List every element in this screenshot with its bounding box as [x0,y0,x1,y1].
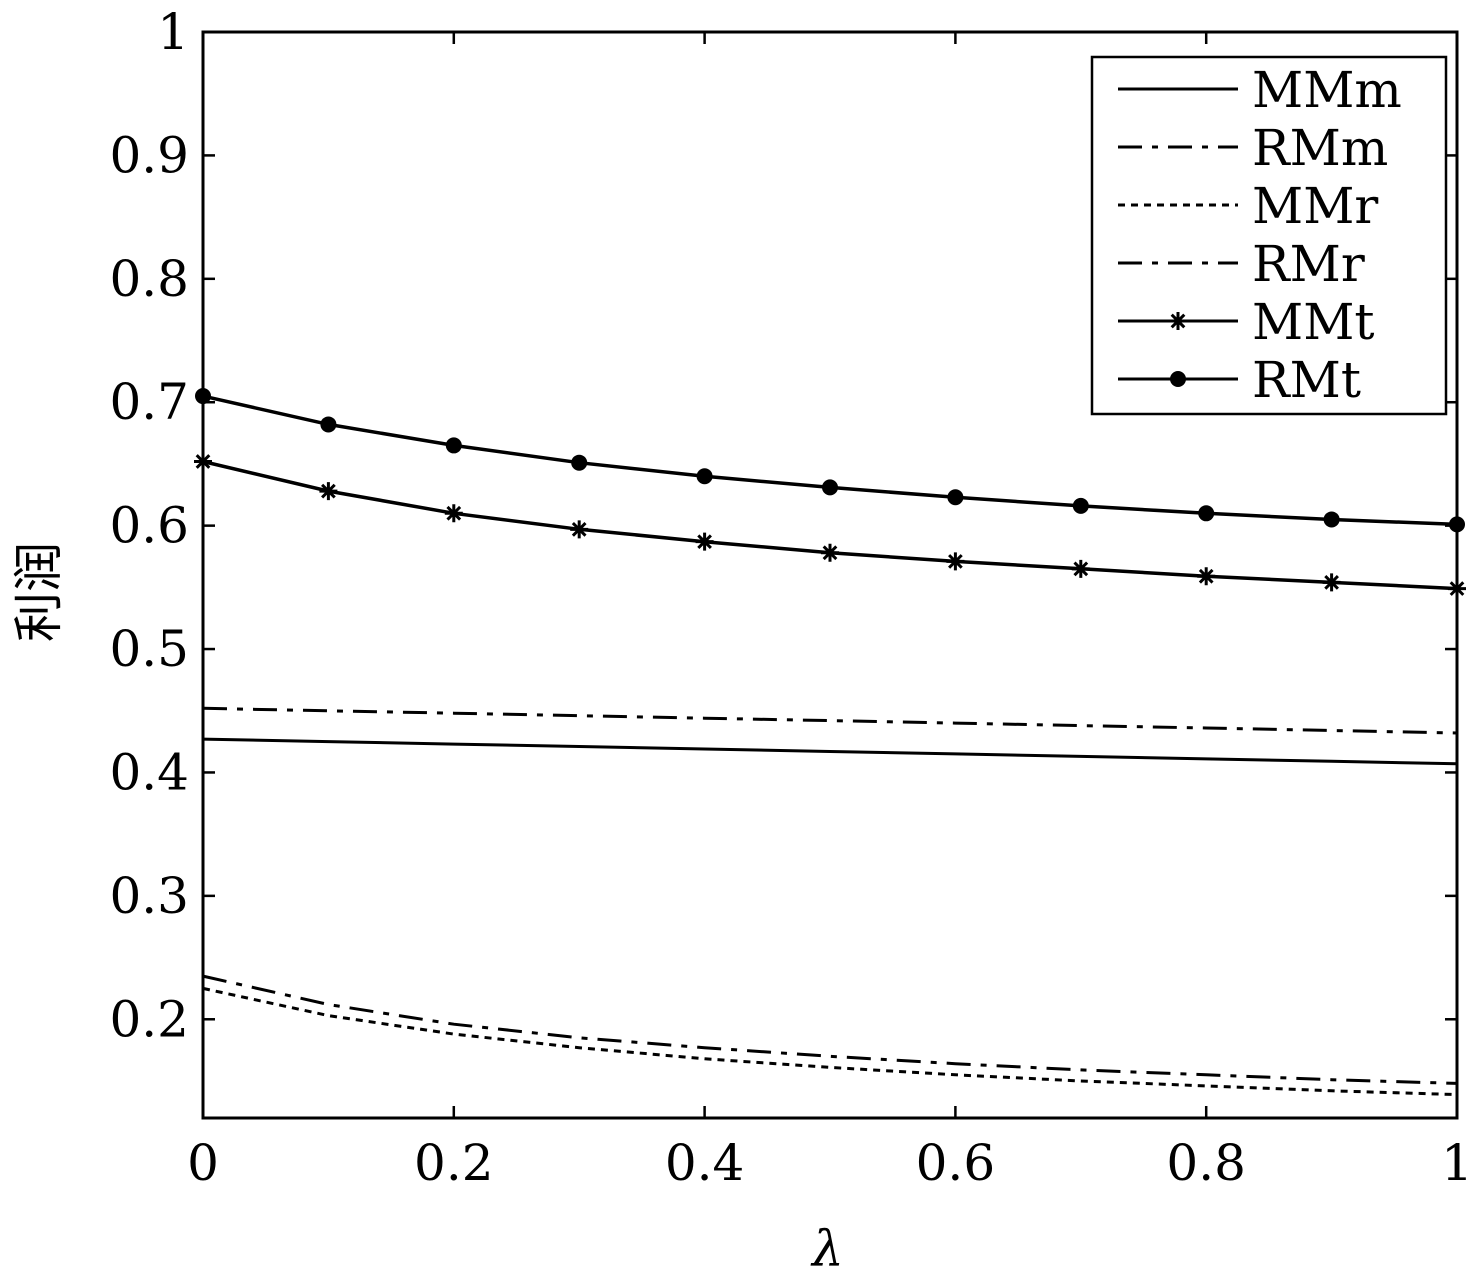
legend-label-RMt: RMt [1252,351,1361,409]
legend-label-RMm: RMm [1252,119,1388,177]
point-RMt-9 [1323,511,1340,528]
point-MMt-1 [319,482,338,501]
y-tick-label-6: 0.8 [109,250,189,308]
point-MMt-3 [570,520,589,539]
point-RMt-7 [1072,497,1089,514]
axis-ticks: 0 0.2 0.4 0.6 0.8 1 0.2 0.3 0.4 0.5 0.6 0.7 0.8 0.9 1 [109,3,1472,1192]
series-RMr [202,974,1458,1085]
legend-entry-MMr: MMr [1118,177,1378,235]
legend-marker-RMt [1170,371,1186,387]
point-RMt-5 [822,479,838,496]
axes-box [201,30,1459,1120]
legend-entry-RMt: RMt [1118,351,1361,409]
y-tick-label-0: 0.2 [109,990,189,1048]
x-tick-label-5: 1 [1441,1134,1473,1192]
legend-entry-RMm: RMm [1118,119,1388,177]
point-RMt-1 [320,416,337,433]
legend-label-MMr: MMr [1252,177,1378,235]
y-tick-label-1: 0.3 [109,867,189,925]
point-MMt-5 [821,543,839,562]
point-MMt-4 [695,532,714,551]
point-MMt-8 [1197,567,1216,586]
x-tick-label-2: 0.4 [665,1134,745,1192]
y-tick-label-7: 0.9 [109,126,189,184]
series-MMm [202,737,1458,766]
y-axis-label: 利润 [10,542,68,642]
axes-frame [201,30,1459,1120]
legend-entry-MMt: MMt [1118,293,1375,351]
series-MMt [194,452,1466,598]
point-MMt-9 [1322,573,1341,592]
legend-entry-MMm: MMm [1118,61,1402,119]
series-line-RMr [202,974,1458,1085]
series-MMr [202,986,1458,1097]
y-tick-label-4: 0.6 [109,497,189,555]
legend-label-MMm: MMm [1252,61,1402,119]
legend-marker-MMt [1169,312,1187,330]
x-tick-label-4: 0.8 [1166,1134,1246,1192]
y-tick-label-8: 1 [157,3,189,61]
series-group [194,388,1466,1097]
x-axis-label: λ [810,1220,844,1278]
x-tick-label-0: 0 [187,1134,219,1192]
point-RMt-8 [1198,505,1215,522]
legend-box [1090,55,1448,416]
legend-entry-RMr: RMr [1118,235,1365,293]
point-MMt-2 [444,504,463,523]
series-RMm [202,706,1458,735]
series-line-RMm [202,706,1458,735]
legend-label-RMr: RMr [1252,235,1365,293]
x-tick-label-1: 0.2 [414,1134,494,1192]
x-tick-label-3: 0.6 [916,1134,996,1192]
point-RMt-2 [445,437,462,454]
series-line-MMm [202,737,1458,766]
y-tick-label-5: 0.7 [109,373,189,431]
y-tick-label-3: 0.5 [109,620,189,678]
legend-label-MMt: MMt [1252,293,1375,351]
y-tick-label-2: 0.4 [109,743,189,801]
series-line-MMr [202,986,1458,1097]
point-RMt-6 [947,489,964,506]
point-RMt-3 [571,454,588,471]
point-RMt-4 [696,468,713,485]
point-MMt-7 [1071,559,1090,578]
point-MMt-6 [946,552,965,571]
